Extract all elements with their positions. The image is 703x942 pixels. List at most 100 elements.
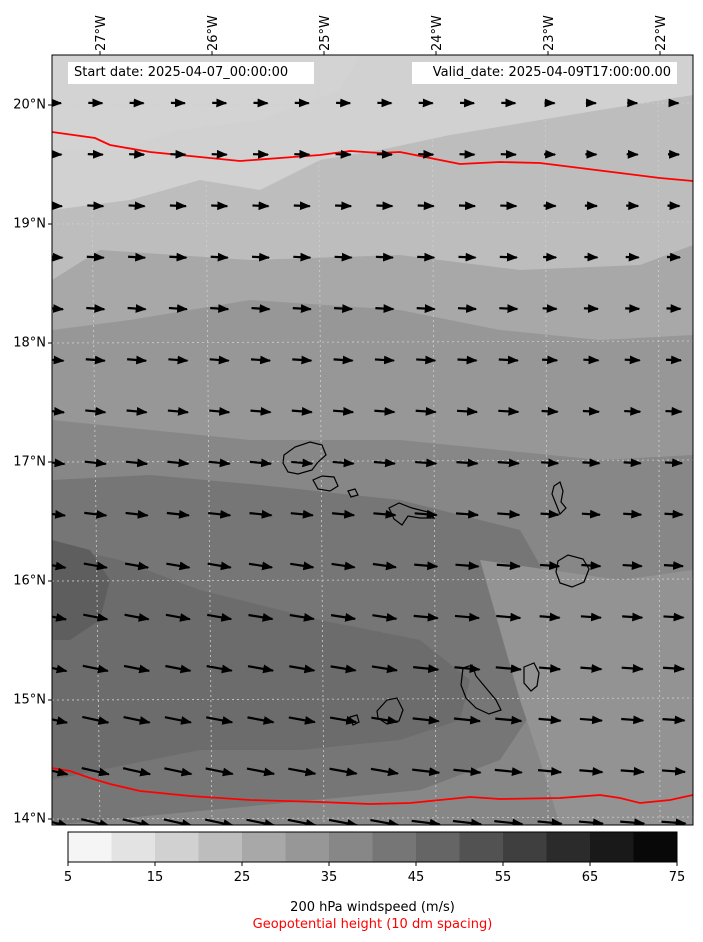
- wind-arrow: [621, 664, 644, 673]
- wind-arrow: [663, 612, 685, 622]
- wind-arrow: [665, 355, 683, 365]
- lon-label-22w: 22°W: [654, 15, 669, 51]
- contour-north: [52, 131, 693, 182]
- wind-arrow: [455, 561, 480, 571]
- wind-arrow: [248, 613, 274, 622]
- wind-arrow: [625, 304, 641, 313]
- colorbar-segment: [68, 832, 112, 862]
- wind-arrow: [164, 716, 192, 725]
- wind-arrow: [164, 767, 193, 777]
- wind-arrow: [454, 612, 481, 622]
- wind-arrow: [206, 664, 233, 674]
- wind-arrow: [52, 613, 68, 622]
- wind-arrow: [578, 818, 604, 825]
- wind-arrow: [579, 766, 604, 776]
- wind-arrow: [494, 767, 523, 776]
- wind-arrow: [290, 561, 315, 571]
- colorbar-subtitle: Geopotential height (10 dm spacing): [252, 917, 493, 932]
- island-sao-vicente: [312, 475, 339, 492]
- start-date-label: Start date: 2025-04-07_00:00:00: [68, 62, 314, 84]
- wind-arrow: [452, 818, 483, 825]
- colorbar-segment: [329, 832, 373, 862]
- wind-arrow: [417, 252, 436, 262]
- wind-arrow: [457, 304, 478, 313]
- gridlines: [52, 55, 693, 825]
- wind-arrow: [665, 406, 683, 416]
- wind-arrow: [496, 561, 521, 571]
- wind-arrow: [124, 613, 150, 622]
- wind-arrow: [583, 355, 600, 365]
- wind-arrow: [52, 458, 66, 468]
- wind-arrow: [289, 664, 316, 674]
- wind-arrow: [661, 766, 687, 776]
- wind-arrow: [499, 252, 518, 262]
- wind-arrow: [373, 509, 397, 519]
- wind-arrow: [579, 715, 603, 725]
- wind-arrow: [373, 458, 396, 468]
- wind-arrow: [581, 561, 602, 570]
- wind-arrow: [166, 561, 191, 571]
- wind-arrow: [165, 613, 191, 622]
- wind-arrow: [247, 664, 275, 674]
- island-santa-luzia: [347, 488, 359, 498]
- wind-arrow: [376, 201, 394, 211]
- wind-arrow: [414, 509, 438, 519]
- wind-arrow: [210, 304, 230, 313]
- wind-arrow: [169, 252, 188, 262]
- wind-arrow: [538, 715, 562, 725]
- wind-arrow: [85, 407, 107, 416]
- lat-label-16n: 16°N: [13, 573, 46, 589]
- wind-arrow: [497, 509, 521, 519]
- colorbar-tick: 25: [233, 870, 251, 885]
- wind-arrow: [293, 201, 311, 211]
- colorbar-segment: [198, 832, 243, 862]
- wind-arrow: [332, 458, 355, 468]
- wind-arrow: [166, 509, 190, 519]
- wind-arrow: [415, 407, 437, 416]
- wind-arrow: [414, 561, 439, 571]
- wind-arrow: [495, 664, 522, 674]
- wind-arrow: [539, 612, 561, 622]
- wind-arrow: [415, 458, 438, 468]
- wind-arrow: [209, 407, 231, 416]
- wind-arrow: [663, 561, 685, 570]
- wind-arrow: [623, 509, 643, 519]
- wind-arrow: [83, 561, 108, 571]
- wind-arrow: [620, 818, 646, 825]
- wind-arrow: [125, 458, 149, 468]
- lat-label-18n: 18°N: [13, 335, 46, 351]
- wind-arrow: [454, 664, 481, 674]
- wind-arrow: [417, 201, 435, 211]
- wind-arrow: [453, 767, 482, 776]
- wind-arrow: [291, 458, 314, 468]
- wind-arrow: [497, 458, 520, 468]
- wind-arrow: [82, 715, 110, 725]
- lat-label-20n: 20°N: [13, 97, 46, 113]
- colorbar-frame: [67, 831, 678, 863]
- lon-label-23w: 23°W: [542, 15, 557, 51]
- colorbar-tick: 45: [407, 870, 425, 885]
- colorbar-segment: [285, 832, 330, 862]
- wind-arrow: [583, 304, 599, 313]
- wind-arrow: [330, 612, 357, 622]
- colorbar-segment: [546, 832, 591, 862]
- wind-arrow: [457, 355, 478, 365]
- wind-arrow: [252, 201, 270, 211]
- wind-arrow: [662, 664, 686, 673]
- axis-ticks: [48, 51, 661, 820]
- colorbar-tick: 75: [668, 870, 686, 885]
- wind-arrow: [539, 664, 562, 673]
- wind-arrow: [371, 664, 398, 674]
- wind-arrow: [662, 715, 686, 725]
- wind-arrow: [52, 201, 64, 211]
- wind-arrow: [328, 818, 359, 825]
- colorbar-tick: 15: [146, 870, 164, 885]
- wind-arrow: [416, 355, 437, 365]
- wind-arrow: [329, 767, 358, 777]
- wind-arrow: [500, 201, 518, 211]
- wind-arrow: [52, 407, 66, 416]
- lat-label-17n: 17°N: [13, 454, 46, 470]
- wind-arrow: [582, 406, 600, 416]
- wind-arrow: [329, 716, 358, 725]
